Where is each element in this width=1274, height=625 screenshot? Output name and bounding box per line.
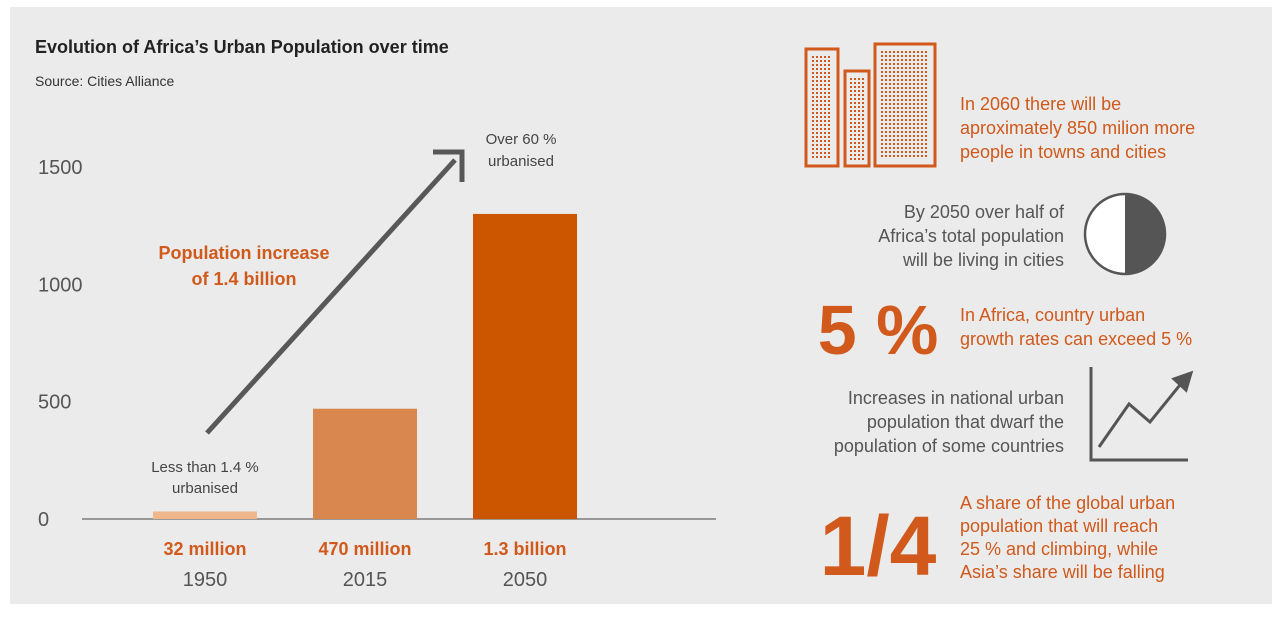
buildings-icon	[804, 42, 937, 168]
x-category-label: 2050	[503, 569, 548, 591]
fact-global-share-line2: population that will reach	[960, 516, 1159, 536]
fact-growth-rate-line2: growth rates can exceed 5 %	[960, 329, 1193, 349]
fact-2060-line1: In 2060 there will be	[960, 94, 1122, 114]
bar-value-label: 32 million	[163, 539, 246, 559]
increase-arrow-head	[433, 149, 465, 182]
fact-2050: By 2050 over half of Africa’s total popu…	[878, 200, 1064, 272]
fact-2060-line2: aproximately 850 milion more	[960, 118, 1196, 138]
y-tick-label: 1000	[38, 274, 83, 296]
fact-2060: In 2060 there will be aproximately 850 m…	[960, 92, 1195, 164]
high-annotation-line2: urbanised	[488, 153, 554, 170]
bar-value-label: 470 million	[318, 539, 411, 559]
increase-annotation-line2: of 1.4 billion	[191, 269, 296, 289]
fact-2050-line1: By 2050 over half of	[903, 202, 1064, 222]
fact-national-increase-line2: population that dwarf the	[866, 412, 1064, 432]
x-category-label: 2015	[343, 569, 388, 591]
low-annotation-line2: urbanised	[172, 480, 238, 497]
bar-2015	[313, 408, 417, 519]
fact-2050-line3: will be living in cities	[902, 250, 1064, 270]
one-quarter-figure: 1/4	[820, 499, 937, 593]
fact-global-share-line4: Asia’s share will be falling	[960, 562, 1165, 582]
bar-2050	[473, 213, 577, 519]
fact-national-increase-line1: Increases in national urban	[847, 388, 1064, 408]
increase-arrow	[205, 158, 457, 435]
fact-national-increase: Increases in national urban population t…	[834, 386, 1064, 458]
fact-global-share: A share of the global urban population t…	[960, 492, 1175, 584]
fact-2060-line3: people in towns and cities	[960, 142, 1167, 162]
fact-growth-rate-line1: In Africa, country urban	[960, 305, 1146, 325]
y-tick-label: 500	[38, 392, 71, 414]
fact-national-increase-line3: population of some countries	[833, 436, 1064, 456]
growth-chart-icon	[1089, 367, 1194, 462]
y-tick-label: 0	[38, 509, 49, 531]
bar-1950	[153, 511, 257, 519]
five-percent-figure: 5 %	[818, 291, 939, 369]
increase-annotation-line1: Population increase	[158, 243, 329, 263]
x-category-label: 1950	[183, 569, 228, 591]
fact-2050-line2: Africa’s total population	[878, 226, 1064, 246]
bar-value-label: 1.3 billion	[483, 539, 566, 559]
fact-global-share-line3: 25 % and climbing, while	[960, 539, 1159, 559]
high-annotation-line1: Over 60 %	[486, 131, 557, 148]
fact-growth-rate: In Africa, country urban growth rates ca…	[960, 303, 1192, 351]
source-note: Source: Cities Alliance	[35, 73, 175, 89]
low-annotation-line1: Less than 1.4 %	[151, 459, 259, 476]
half-circle-icon	[1083, 192, 1167, 276]
page-title: Evolution of Africa’s Urban Population o…	[35, 37, 449, 57]
infographic-panel	[10, 7, 1272, 604]
y-tick-label: 1500	[38, 157, 83, 179]
fact-global-share-line1: A share of the global urban	[960, 493, 1176, 513]
